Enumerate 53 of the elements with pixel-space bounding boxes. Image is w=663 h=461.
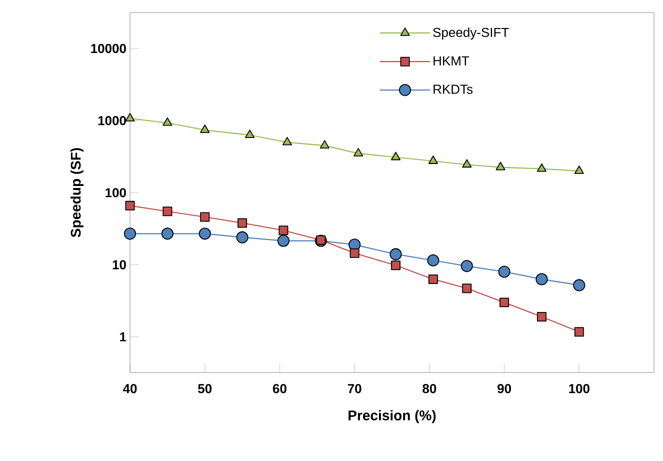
point [390, 248, 402, 260]
x-axis-title: Precision (%) [348, 410, 436, 424]
legend-label: RKDTs [434, 84, 473, 94]
point [428, 156, 438, 164]
point [350, 248, 360, 258]
point [282, 136, 292, 146]
point [536, 273, 548, 286]
x-tick-label: 80 [422, 384, 436, 394]
y-tick-label: 1000 [98, 116, 126, 126]
point [161, 228, 174, 240]
x-tick-label: 90 [498, 384, 511, 394]
point [125, 200, 135, 210]
point [536, 312, 546, 322]
point [390, 260, 400, 270]
point [244, 130, 255, 138]
point [574, 327, 584, 337]
point [236, 231, 248, 244]
point [200, 124, 210, 133]
point [278, 226, 288, 236]
point [162, 117, 172, 126]
y-axis-title: Speedup (SF) [70, 148, 84, 238]
point [277, 234, 290, 247]
y-tick-label: 1 [120, 332, 126, 342]
point [238, 218, 248, 228]
point [500, 298, 510, 308]
point [573, 279, 586, 292]
point [427, 254, 440, 266]
point [462, 159, 472, 168]
x-tick-label: 40 [122, 384, 137, 394]
point [536, 163, 546, 172]
point [354, 148, 364, 156]
point [125, 113, 135, 122]
x-tick-label: 60 [272, 384, 286, 394]
point [320, 140, 330, 149]
y-tick-label: 10000 [91, 44, 126, 54]
point [200, 212, 210, 222]
point [428, 274, 438, 284]
x-tick-label: 50 [198, 384, 212, 394]
legend-label: Speedy-SIFT [433, 27, 509, 40]
point [498, 266, 510, 278]
y-tick-label: 10 [112, 260, 126, 270]
point [162, 206, 172, 216]
point [496, 162, 506, 170]
y-tick-label: 100 [106, 188, 126, 198]
point [124, 228, 136, 240]
legend-label: HKMT [434, 56, 470, 66]
x-tick-label: 70 [348, 384, 362, 394]
point [390, 152, 401, 160]
point [462, 284, 472, 294]
point [460, 260, 473, 272]
point [198, 228, 211, 240]
x-tick-label: 100 [569, 384, 590, 394]
point [574, 166, 584, 174]
